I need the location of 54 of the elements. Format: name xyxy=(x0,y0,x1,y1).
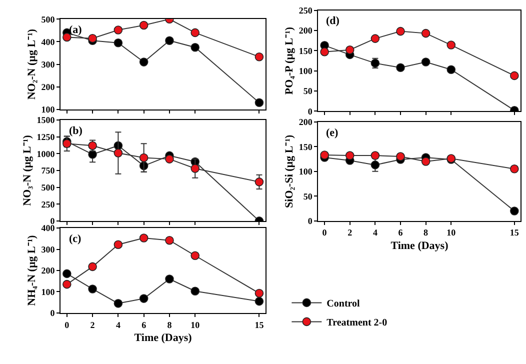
x-tick-label: 0 xyxy=(64,320,70,330)
x-tick-label: 8 xyxy=(167,320,172,330)
x-tick-label: 8 xyxy=(424,228,429,238)
y-tick-label: 400 xyxy=(41,36,56,47)
y-axis-title: NO₃-N (µg L⁻¹) xyxy=(21,134,34,206)
y-tick-label: 250 xyxy=(298,5,313,16)
y-tick-label: 100 xyxy=(298,66,313,76)
y-tick-label: 0 xyxy=(308,106,313,116)
y-tick-label: 250 xyxy=(41,199,56,210)
y-axis-title: PO₄-P (µg L⁻¹) xyxy=(284,26,296,95)
x-tick-label: 0 xyxy=(322,228,328,238)
x-tick-label: 2 xyxy=(90,320,96,330)
x-tick-label: 4 xyxy=(116,320,121,330)
y-axis-title: NH₄-N (µg L⁻¹) xyxy=(26,234,38,306)
y-tick-label: 1250 xyxy=(36,132,56,142)
x-tick-label: 4 xyxy=(372,228,378,238)
y-axis-title: SiO₂-Si (µg L⁻¹) xyxy=(284,134,296,208)
annotation: (b) xyxy=(69,125,83,137)
y-tick-label: 150 xyxy=(298,46,313,56)
y-tick-label: 750 xyxy=(41,166,56,176)
y-tick-label: 300 xyxy=(41,59,56,70)
x-axis-title: Time (Days) xyxy=(134,332,192,344)
y-tick-label: 100 xyxy=(41,286,56,297)
y-tick-label: 200 xyxy=(41,82,56,92)
annotation: (e) xyxy=(326,127,339,139)
y-tick-label: 300 xyxy=(41,244,56,254)
y-tick-label: 100 xyxy=(298,166,313,177)
y-tick-label: 150 xyxy=(298,142,313,152)
legend-label: Control xyxy=(326,298,360,310)
y-tick-label: 500 xyxy=(41,14,56,24)
y-tick-label: 1500 xyxy=(36,115,56,126)
legend-label: Treatment 2-0 xyxy=(326,318,388,329)
y-tick-label: 100 xyxy=(41,104,56,115)
y-tick-label: 50 xyxy=(303,86,313,96)
x-tick-label: 2 xyxy=(348,228,353,238)
y-tick-label: 200 xyxy=(298,116,313,127)
y-tick-label: 0 xyxy=(308,216,313,226)
annotation: (c) xyxy=(69,233,82,245)
annotation: (d) xyxy=(326,15,340,27)
x-axis-title: Time (Days) xyxy=(390,240,449,252)
y-axis-title: NO₂-N (µg L⁻¹) xyxy=(26,28,38,100)
annotation: (a) xyxy=(69,24,82,36)
y-tick-label: 200 xyxy=(41,266,56,276)
x-tick-label: 10 xyxy=(190,320,200,330)
x-tick-label: 15 xyxy=(254,320,264,330)
x-tick-label: 6 xyxy=(398,228,404,238)
y-tick-label: 200 xyxy=(298,26,313,36)
y-tick-label: 0 xyxy=(50,308,56,318)
x-tick-label: 6 xyxy=(142,320,147,330)
y-tick-label: 50 xyxy=(303,191,313,202)
x-tick-label: 10 xyxy=(446,228,456,238)
y-tick-label: 1000 xyxy=(36,148,56,159)
x-tick-label: 15 xyxy=(510,228,520,238)
y-tick-label: 500 xyxy=(41,182,56,192)
